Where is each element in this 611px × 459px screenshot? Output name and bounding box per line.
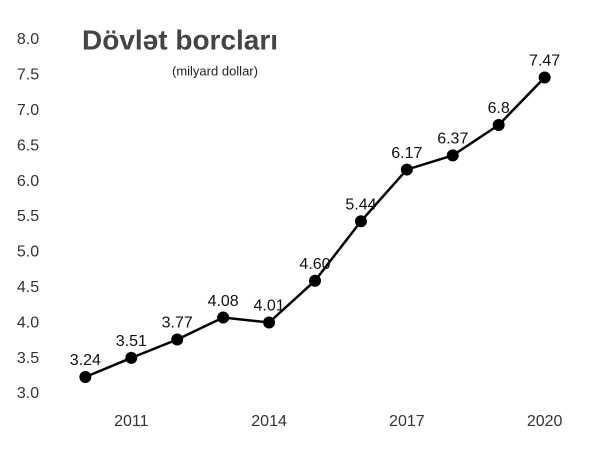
x-tick-label: 2014 xyxy=(251,413,287,430)
data-label: 4.60 xyxy=(299,256,330,273)
y-tick-label: 6.5 xyxy=(17,137,39,154)
y-tick-label: 7.0 xyxy=(17,102,39,119)
y-tick-label: 8.0 xyxy=(17,31,39,48)
data-label: 3.24 xyxy=(70,352,101,369)
chart-title: Dövlət borcları xyxy=(82,24,278,55)
y-tick-label: 5.5 xyxy=(17,208,39,225)
y-tick-label: 4.0 xyxy=(17,314,39,331)
chart-subtitle: (milyard dollar) xyxy=(172,63,258,78)
point xyxy=(217,311,230,324)
x-tick-label: 2020 xyxy=(527,413,563,430)
point xyxy=(492,118,505,131)
data-label: 5.44 xyxy=(345,196,376,213)
line xyxy=(84,76,546,379)
point xyxy=(309,274,321,287)
x-tick-label: 2017 xyxy=(389,413,425,430)
data-label: 4.08 xyxy=(208,293,239,310)
data-label: 6.17 xyxy=(391,145,422,162)
point xyxy=(125,351,138,364)
point xyxy=(171,333,184,346)
data-label: 3.51 xyxy=(116,333,147,350)
point xyxy=(538,71,551,84)
point xyxy=(263,316,276,329)
data-label: 3.77 xyxy=(162,315,193,332)
point xyxy=(79,371,92,384)
y-tick-label: 4.5 xyxy=(17,279,39,296)
y-tick-label: 5.0 xyxy=(17,244,39,261)
data-label: 6.8 xyxy=(488,100,510,117)
y-tick-label: 3.5 xyxy=(17,350,39,367)
y-tick-label: 7.5 xyxy=(17,67,39,84)
x-tick-label: 2011 xyxy=(114,413,149,430)
data-label: 7.47 xyxy=(529,53,560,70)
data-label: 6.37 xyxy=(437,131,468,148)
data-label: 4.01 xyxy=(254,298,285,315)
y-tick-label: 3.0 xyxy=(17,385,39,402)
point xyxy=(354,215,367,228)
point xyxy=(446,149,459,162)
point xyxy=(400,163,413,176)
y-tick-label: 6.0 xyxy=(17,173,39,190)
